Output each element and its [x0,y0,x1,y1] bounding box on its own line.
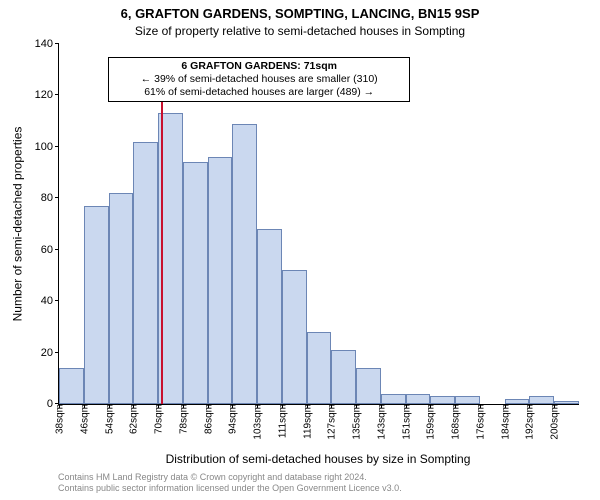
histogram-bar [381,394,406,404]
histogram-bar [331,350,356,404]
chart-title: 6, GRAFTON GARDENS, SOMPTING, LANCING, B… [0,6,600,21]
x-tick-label: 70sqm [152,404,165,434]
plot-area: 02040608010012014038sqm46sqm54sqm62sqm70… [58,44,579,405]
x-tick-label: 78sqm [176,404,189,434]
histogram-bar [307,332,332,404]
x-tick-label: 168sqm [449,404,462,440]
x-tick-label: 94sqm [226,404,239,434]
y-tick-label: 140 [35,38,59,50]
y-tick-label: 20 [41,347,59,359]
attribution-line-1: Contains HM Land Registry data © Crown c… [58,472,402,483]
y-tick-mark [55,300,59,301]
x-tick-label: 86sqm [201,404,214,434]
x-tick-label: 54sqm [102,404,115,434]
histogram-bar [282,270,307,404]
histogram-bar [183,162,208,404]
annotation-line-1: 6 GRAFTON GARDENS: 71sqm [113,60,405,73]
x-tick-label: 127sqm [325,404,338,440]
histogram-bar [455,396,480,404]
y-tick-mark [55,249,59,250]
annotation-line-2: ← 39% of semi-detached houses are smalle… [113,73,405,86]
y-tick-mark [55,43,59,44]
x-tick-label: 103sqm [251,404,264,440]
y-tick-mark [55,146,59,147]
histogram-bar [208,157,233,404]
y-tick-mark [55,94,59,95]
histogram-bar [232,124,257,404]
y-tick-mark [55,197,59,198]
histogram-bar [84,206,109,404]
x-tick-label: 119sqm [300,404,313,439]
x-tick-label: 200sqm [548,404,561,440]
histogram-bar [529,396,554,404]
annotation-line-3: 61% of semi-detached houses are larger (… [113,86,405,99]
y-tick-label: 40 [41,295,59,307]
y-tick-label: 60 [41,244,59,256]
y-tick-label: 100 [35,141,59,153]
histogram-bar [109,193,134,404]
x-tick-label: 143sqm [374,404,387,440]
x-axis-label: Distribution of semi-detached houses by … [58,452,578,466]
histogram-bar [356,368,381,404]
x-tick-label: 62sqm [127,404,140,434]
property-marker-line [161,102,163,404]
x-tick-label: 38sqm [53,404,66,434]
x-tick-label: 46sqm [77,404,90,434]
y-tick-label: 80 [41,192,59,204]
annotation-box: 6 GRAFTON GARDENS: 71sqm← 39% of semi-de… [108,57,410,102]
x-tick-label: 176sqm [473,404,486,440]
x-tick-label: 184sqm [498,404,511,440]
attribution-text: Contains HM Land Registry data © Crown c… [58,472,402,494]
x-tick-label: 159sqm [424,404,437,440]
y-axis-label: Number of semi-detached properties [10,44,24,404]
chart-subtitle: Size of property relative to semi-detach… [0,24,600,38]
x-tick-label: 111sqm [275,404,288,438]
x-tick-label: 192sqm [523,404,536,440]
y-tick-mark [55,352,59,353]
histogram-bar [133,142,158,404]
histogram-chart: 6, GRAFTON GARDENS, SOMPTING, LANCING, B… [0,0,600,500]
attribution-line-2: Contains public sector information licen… [58,483,402,494]
x-tick-label: 135sqm [350,404,363,440]
histogram-bar [257,229,282,404]
histogram-bar [430,396,455,404]
histogram-bar [59,368,84,404]
histogram-bar [406,394,431,404]
y-tick-label: 120 [35,89,59,101]
x-tick-label: 151sqm [399,404,412,440]
